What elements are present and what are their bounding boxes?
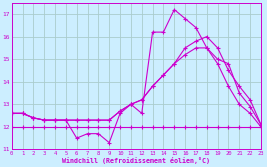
X-axis label: Windchill (Refroidissement éolien,°C): Windchill (Refroidissement éolien,°C) [62,157,210,164]
